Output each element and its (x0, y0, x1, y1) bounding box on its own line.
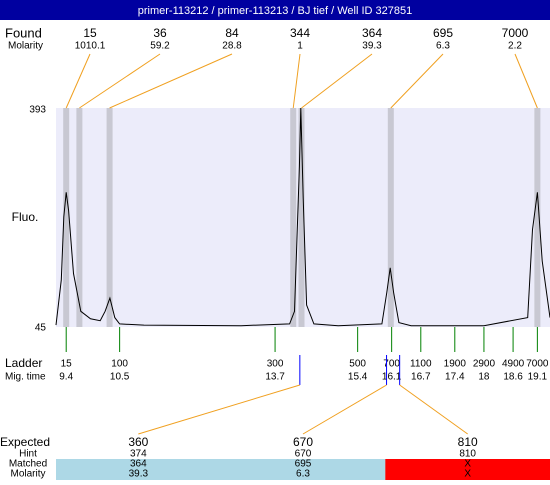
hint-label: Hint (19, 449, 37, 460)
molarity-label: Molarity (10, 469, 45, 480)
mig-time: 16.1 (382, 372, 402, 383)
mig-time: 18.6 (503, 372, 523, 383)
mig-time: 17.4 (445, 372, 465, 383)
ladder-size: 2900 (473, 359, 496, 370)
connector (301, 53, 373, 109)
connector (109, 53, 233, 109)
connector (302, 384, 387, 435)
ladder-size: 1900 (444, 359, 467, 370)
found-band (106, 108, 113, 327)
connector (514, 53, 538, 109)
matched-molarity: 39.3 (129, 469, 149, 480)
title: primer-113212 / primer-113213 / BJ tief … (138, 5, 413, 17)
ladder-size: 300 (267, 359, 284, 370)
found-size: 84 (225, 26, 239, 40)
ladder-size: 15 (61, 359, 73, 370)
y-axis-label: Fluo. (12, 210, 39, 224)
title-bar (0, 0, 550, 20)
ladder-size: 700 (383, 359, 400, 370)
mig-time-label: Mig. time (5, 372, 46, 383)
mig-time: 15.4 (348, 372, 368, 383)
hint: 810 (459, 449, 476, 460)
expected-size: 810 (458, 435, 478, 449)
found-size: 364 (362, 26, 382, 40)
mig-time: 9.4 (59, 372, 73, 383)
mig-time: 13.7 (265, 372, 285, 383)
found-size: 36 (153, 26, 167, 40)
found-molarity: 2.2 (508, 41, 522, 52)
connector (138, 384, 300, 435)
matched-molarity: 6.3 (296, 469, 310, 480)
ladder-label: Ladder (5, 356, 42, 370)
matched-label: Matched (9, 459, 47, 470)
found-molarity: 1010.1 (75, 41, 106, 52)
matched-molarity: X (464, 469, 471, 480)
found-molarity: 39.3 (362, 41, 382, 52)
connector (292, 53, 301, 109)
found-molarity: 28.8 (222, 41, 242, 52)
found-size: 695 (433, 26, 453, 40)
found-band (290, 108, 297, 327)
found-molarity: 59.2 (150, 41, 170, 52)
connector (79, 53, 161, 109)
connector (65, 53, 91, 109)
matched: X (464, 459, 471, 470)
connector (399, 384, 468, 435)
expected-label: Expected (0, 435, 50, 449)
found-size: 344 (290, 26, 310, 40)
found-band (534, 108, 541, 327)
found-size: 7000 (502, 26, 529, 40)
found-band (298, 108, 305, 327)
found-band (76, 108, 83, 327)
found-size: 15 (83, 26, 97, 40)
matched: 695 (295, 459, 312, 470)
found-molarity-label: Molarity (8, 41, 43, 52)
matched-cell (385, 459, 550, 480)
mig-time: 18 (478, 372, 490, 383)
found-molarity: 1 (297, 41, 303, 52)
connector (390, 53, 444, 109)
mig-time: 10.5 (110, 372, 130, 383)
ladder-size: 500 (349, 359, 366, 370)
found-band (63, 108, 70, 327)
hint: 374 (130, 449, 147, 460)
matched: 364 (130, 459, 147, 470)
expected-size: 670 (293, 435, 313, 449)
hint: 670 (295, 449, 312, 460)
found-molarity: 6.3 (436, 41, 450, 52)
ladder-size: 100 (111, 359, 128, 370)
mig-time: 16.7 (411, 372, 431, 383)
trace (55, 107, 550, 327)
ladder-size: 1100 (410, 359, 432, 370)
ladder-size: 4900 (502, 359, 525, 370)
mig-time: 19.1 (528, 372, 548, 383)
y-tick-label: 393 (29, 105, 46, 116)
found-band (387, 108, 394, 327)
expected-size: 360 (128, 435, 148, 449)
ladder-size: 7000 (526, 359, 549, 370)
found-label: Found (5, 25, 42, 40)
matched-cell (220, 459, 386, 480)
matched-cell (56, 459, 222, 480)
y-tick-label: 45 (35, 323, 47, 334)
